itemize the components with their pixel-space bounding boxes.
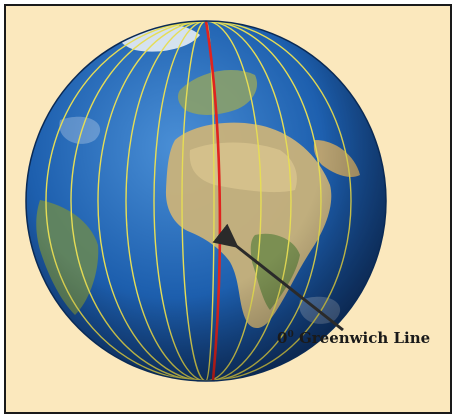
- degree-mark: 0: [287, 330, 294, 340]
- globe-outline: [25, 20, 387, 382]
- arrow: [212, 223, 344, 332]
- globe-shading: [26, 21, 386, 381]
- greenwich-label: 00 Greenwich Line: [277, 329, 430, 347]
- degree-value: 0: [277, 329, 288, 347]
- greenwich-label-text: Greenwich Line: [298, 329, 431, 347]
